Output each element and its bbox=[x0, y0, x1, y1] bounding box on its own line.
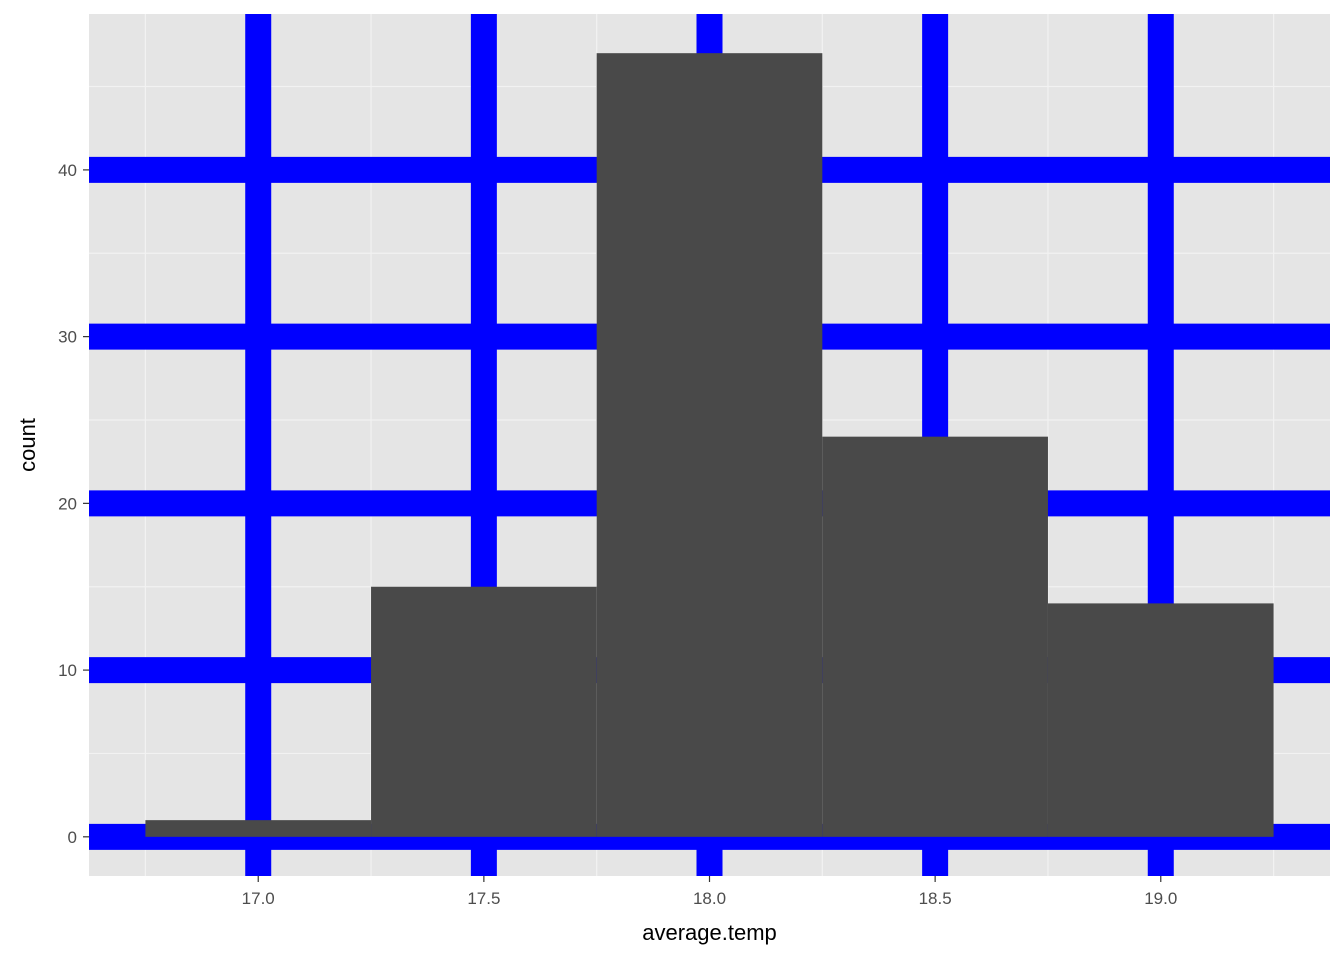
histogram-bar bbox=[371, 586, 597, 837]
y-tick-label: 10 bbox=[58, 661, 77, 680]
y-tick-label: 40 bbox=[58, 161, 77, 180]
histogram-bar bbox=[596, 53, 823, 837]
histogram-bar bbox=[1047, 603, 1274, 837]
histogram-bars bbox=[145, 53, 1274, 837]
x-axis: 17.0 17.5 18.0 18.5 19.0 bbox=[242, 876, 1177, 908]
x-tick-label: 19.0 bbox=[1144, 889, 1177, 908]
x-axis-title: average.temp bbox=[642, 920, 777, 945]
x-tick-label: 18.0 bbox=[693, 889, 726, 908]
y-tick-label: 20 bbox=[58, 494, 77, 513]
x-tick-label: 17.5 bbox=[467, 889, 500, 908]
x-tick-label: 17.0 bbox=[242, 889, 275, 908]
y-tick-label: 0 bbox=[68, 828, 77, 847]
x-tick-label: 18.5 bbox=[919, 889, 952, 908]
y-axis-title: count bbox=[15, 418, 40, 472]
y-tick-label: 30 bbox=[58, 328, 77, 347]
histogram-bar bbox=[822, 436, 1048, 837]
y-axis: 0 10 20 30 40 bbox=[58, 161, 89, 847]
histogram-bar bbox=[145, 820, 372, 837]
